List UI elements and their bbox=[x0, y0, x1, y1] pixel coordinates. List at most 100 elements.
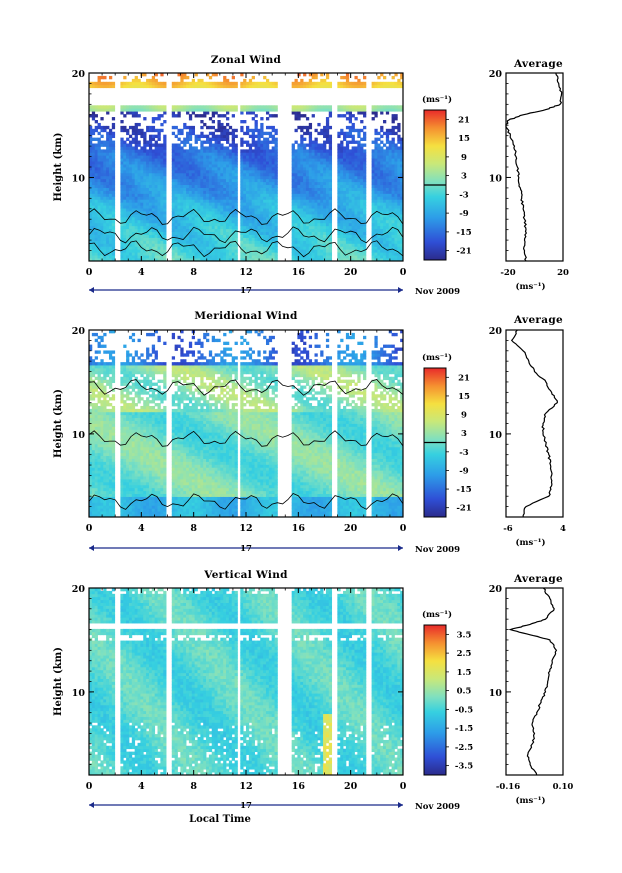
heatmap-cell bbox=[91, 373, 96, 378]
heatmap-cell bbox=[314, 222, 318, 227]
heatmap-cell bbox=[343, 222, 347, 227]
heatmap-cell bbox=[214, 249, 218, 253]
heatmap-cell bbox=[137, 81, 141, 86]
heatmap-cell bbox=[163, 172, 167, 177]
x-tick-label: 20 bbox=[344, 267, 358, 278]
heatmap-cell bbox=[328, 196, 333, 200]
heatmap-cell bbox=[388, 196, 392, 200]
heatmap-cell bbox=[323, 134, 327, 139]
heatmap-cell bbox=[260, 84, 264, 89]
heatmap-cell bbox=[380, 193, 384, 197]
heatmap-cell bbox=[328, 108, 333, 112]
heatmap-cell bbox=[174, 216, 178, 221]
heatmap-cell bbox=[263, 196, 267, 200]
heatmap-cell bbox=[274, 216, 278, 221]
heatmap-cell bbox=[228, 216, 233, 221]
heatmap-cell bbox=[123, 193, 127, 197]
heatmap-cell bbox=[377, 161, 381, 165]
heatmap-cell bbox=[143, 202, 147, 206]
heatmap-cell bbox=[397, 219, 401, 224]
heatmap-cell bbox=[194, 172, 198, 177]
heatmap-cell bbox=[291, 237, 295, 241]
heatmap-cell bbox=[300, 172, 304, 177]
heatmap-cell bbox=[217, 161, 221, 165]
heatmap-cell bbox=[194, 216, 198, 221]
heatmap-cell bbox=[128, 222, 133, 227]
heatmap-cell bbox=[143, 187, 147, 191]
heatmap-cell bbox=[374, 137, 378, 141]
heatmap-cell bbox=[388, 155, 392, 159]
heatmap-cell bbox=[311, 237, 315, 241]
heatmap-cell bbox=[374, 169, 378, 174]
heatmap-cell bbox=[151, 172, 156, 177]
heatmap-cell bbox=[251, 187, 255, 191]
heatmap-cell bbox=[214, 205, 218, 209]
heatmap-cell bbox=[268, 258, 273, 262]
heatmap-cell bbox=[343, 237, 347, 241]
heatmap-cell bbox=[374, 228, 378, 233]
heatmap-cell bbox=[246, 175, 250, 180]
heatmap-cell bbox=[134, 169, 138, 174]
heatmap-cell bbox=[234, 225, 238, 230]
heatmap-cell bbox=[374, 258, 378, 262]
heatmap-cell bbox=[231, 205, 235, 209]
heatmap-cell bbox=[388, 219, 392, 224]
heatmap-cell bbox=[360, 164, 364, 168]
heatmap-cell bbox=[248, 134, 253, 139]
heatmap-cell bbox=[351, 225, 355, 230]
heatmap-cell bbox=[317, 164, 321, 168]
heatmap-cell bbox=[323, 178, 327, 183]
heatmap-cell bbox=[265, 149, 270, 153]
heatmap-cell bbox=[314, 128, 318, 133]
heatmap-cell bbox=[217, 216, 221, 221]
heatmap-cell bbox=[263, 240, 267, 244]
heatmap-cell bbox=[157, 249, 161, 253]
heatmap-cell bbox=[200, 175, 204, 180]
heatmap-cell bbox=[134, 134, 138, 139]
heatmap-cell bbox=[197, 208, 201, 212]
heatmap-cell bbox=[328, 216, 333, 221]
heatmap-cell bbox=[226, 214, 230, 218]
heatmap-cell bbox=[211, 219, 215, 224]
heatmap-cell bbox=[383, 84, 387, 89]
heatmap-cell bbox=[177, 252, 181, 256]
heatmap-cell bbox=[171, 169, 176, 174]
heatmap-cell bbox=[308, 208, 313, 212]
heatmap-cell bbox=[231, 75, 235, 80]
heatmap-cell bbox=[357, 252, 361, 256]
heatmap-cell bbox=[151, 255, 156, 259]
heatmap-cell bbox=[345, 243, 350, 247]
heatmap-cell bbox=[171, 252, 176, 256]
heatmap-cell bbox=[374, 249, 378, 253]
heatmap-cell bbox=[383, 208, 387, 212]
heatmap-cell bbox=[328, 219, 333, 224]
heatmap-cell bbox=[143, 246, 147, 250]
heatmap-cell bbox=[320, 252, 324, 256]
heatmap-cell bbox=[314, 234, 318, 238]
heatmap-cell bbox=[223, 114, 227, 118]
heatmap-cell bbox=[120, 193, 124, 197]
heatmap-cell bbox=[220, 181, 224, 186]
heatmap-cell bbox=[106, 134, 110, 139]
heatmap-cell bbox=[246, 81, 250, 86]
heatmap-cell bbox=[106, 225, 110, 230]
heatmap-cell bbox=[91, 196, 96, 200]
heatmap-cell bbox=[231, 84, 235, 89]
heatmap-cell bbox=[300, 243, 304, 247]
heatmap-cell bbox=[345, 202, 350, 206]
heatmap-cell bbox=[260, 128, 264, 133]
heatmap-cell bbox=[103, 246, 107, 250]
heatmap-cell bbox=[128, 169, 133, 174]
heatmap-cell bbox=[160, 187, 164, 191]
heatmap-cell bbox=[137, 219, 141, 224]
heatmap-cell bbox=[217, 252, 221, 256]
heatmap-cell bbox=[254, 240, 258, 244]
heatmap-cell bbox=[148, 84, 153, 89]
heatmap-cell bbox=[357, 155, 361, 159]
heatmap-cell bbox=[174, 199, 178, 203]
heatmap-cell bbox=[137, 143, 141, 147]
heatmap-cell bbox=[294, 105, 298, 109]
heatmap-cell bbox=[183, 105, 187, 109]
heatmap-cell bbox=[217, 214, 221, 218]
heatmap-cell bbox=[383, 234, 387, 238]
